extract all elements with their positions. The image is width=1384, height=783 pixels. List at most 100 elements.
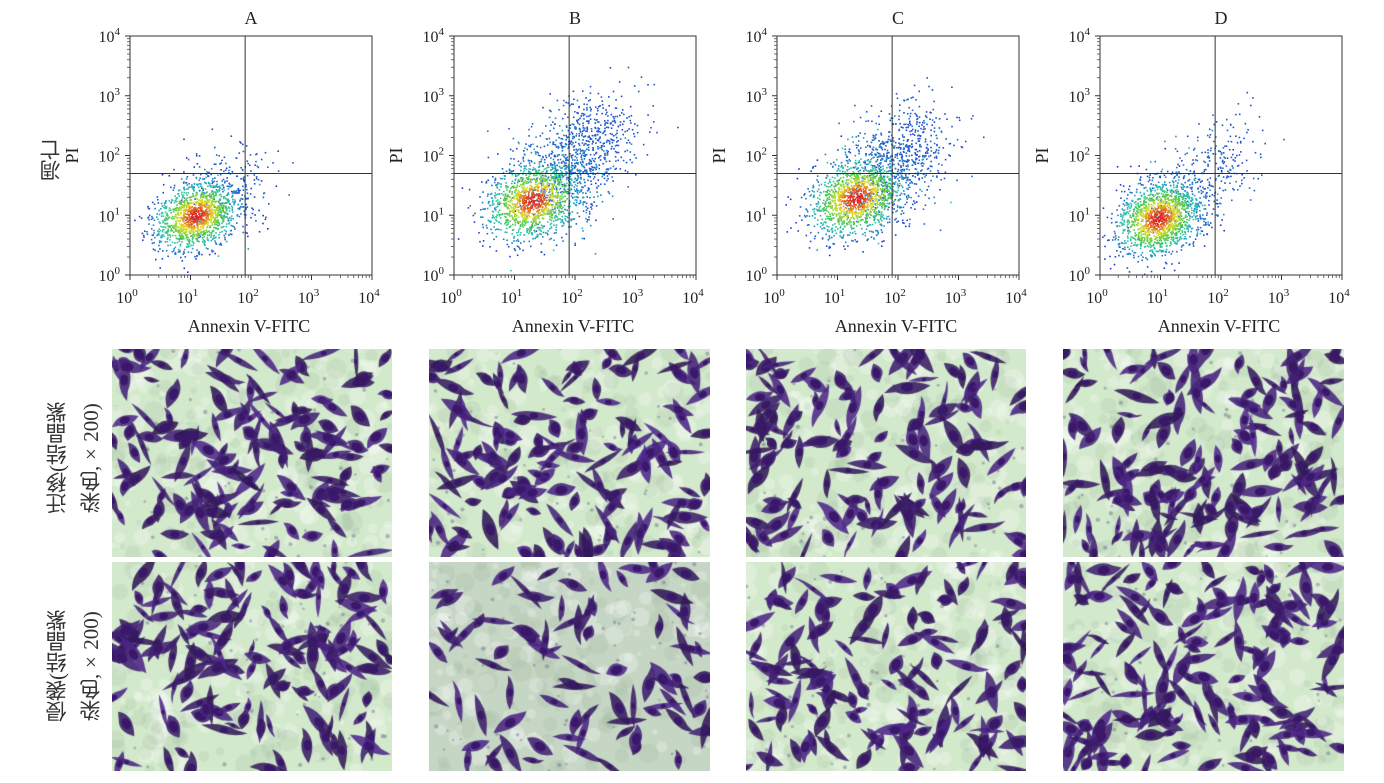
data-point <box>920 170 922 172</box>
data-point <box>514 214 516 217</box>
data-point <box>931 124 933 126</box>
data-point <box>516 254 519 257</box>
data-point <box>183 188 185 190</box>
data-point <box>233 202 235 205</box>
data-point <box>550 188 553 191</box>
data-point <box>487 219 490 222</box>
data-point <box>167 234 169 236</box>
data-point <box>193 166 195 168</box>
data-point <box>189 186 191 188</box>
data-point <box>878 146 881 148</box>
data-point <box>211 249 213 252</box>
data-point <box>577 163 579 165</box>
data-point <box>565 158 568 160</box>
data-point <box>194 255 196 258</box>
data-point <box>195 221 197 223</box>
data-point <box>863 161 865 163</box>
data-point <box>180 225 182 227</box>
data-point <box>550 190 552 192</box>
data-point <box>562 191 564 193</box>
data-point <box>242 189 245 191</box>
data-point <box>877 155 880 158</box>
data-point <box>509 148 512 151</box>
data-point <box>806 215 808 217</box>
data-point <box>524 209 526 212</box>
data-point <box>516 231 518 234</box>
data-point <box>886 141 889 144</box>
data-point <box>573 136 575 139</box>
data-point <box>505 204 508 206</box>
data-point <box>902 162 905 165</box>
data-point <box>570 131 573 134</box>
data-point <box>176 226 179 229</box>
data-point <box>926 152 929 154</box>
data-point <box>193 213 195 216</box>
data-point <box>178 202 180 205</box>
data-point <box>828 247 830 249</box>
data-point <box>564 189 566 191</box>
data-point <box>548 166 550 169</box>
data-point <box>180 237 183 239</box>
data-point <box>905 152 908 154</box>
data-point <box>527 197 529 200</box>
data-point <box>485 180 488 183</box>
data-point <box>613 117 615 120</box>
data-point <box>517 141 520 144</box>
data-point <box>584 185 586 187</box>
data-point <box>606 153 609 155</box>
data-point <box>507 206 509 209</box>
data-point <box>935 175 938 177</box>
data-point <box>198 234 200 236</box>
data-point <box>909 115 912 118</box>
data-point <box>930 179 932 182</box>
data-point <box>581 164 583 166</box>
data-point <box>545 138 548 140</box>
data-point <box>896 183 899 185</box>
data-point <box>616 141 618 143</box>
data-point <box>587 187 590 189</box>
data-point <box>983 136 985 139</box>
data-point <box>898 115 900 117</box>
data-point <box>499 177 502 180</box>
data-point <box>572 165 574 167</box>
data-point <box>223 234 225 237</box>
data-point <box>228 223 230 225</box>
data-point <box>918 105 921 108</box>
data-point <box>198 189 201 192</box>
data-point <box>864 210 866 212</box>
data-point <box>170 186 172 189</box>
data-point <box>612 218 614 220</box>
data-point <box>192 187 194 190</box>
data-point <box>937 172 940 174</box>
data-point <box>584 142 586 145</box>
data-point <box>179 229 182 231</box>
data-point <box>574 126 576 128</box>
data-point <box>197 228 200 230</box>
data-point <box>815 203 818 205</box>
data-point <box>239 141 241 143</box>
data-point <box>935 150 937 153</box>
data-point <box>560 221 562 223</box>
data-point <box>549 130 551 132</box>
data-point <box>209 219 211 222</box>
data-point <box>576 212 579 214</box>
data-point <box>526 216 528 219</box>
data-point <box>923 173 925 176</box>
data-point <box>882 197 885 200</box>
data-point <box>588 163 591 165</box>
data-point <box>210 195 213 198</box>
data-point <box>550 216 553 219</box>
data-point <box>867 144 869 147</box>
data-point <box>806 224 809 226</box>
data-point <box>168 216 171 219</box>
data-point <box>176 237 178 240</box>
data-point <box>862 233 864 236</box>
data-point <box>523 168 526 170</box>
data-point <box>899 206 901 208</box>
data-point <box>509 163 511 165</box>
data-point <box>572 116 575 119</box>
data-point <box>554 219 557 222</box>
data-point <box>880 161 882 164</box>
data-point <box>515 219 517 222</box>
data-point <box>193 229 195 231</box>
